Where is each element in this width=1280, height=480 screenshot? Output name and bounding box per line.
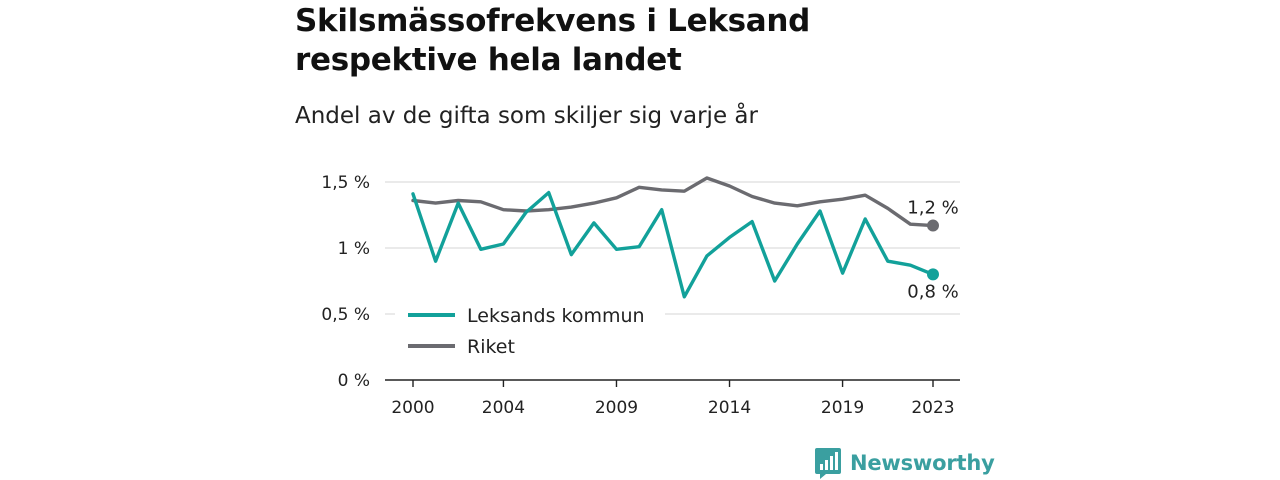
- x-tick-label: 2014: [708, 398, 751, 418]
- x-axis-ticks: 2000 2004 2009 2014 2019 2023: [391, 380, 955, 418]
- end-point-riket: [927, 219, 939, 232]
- legend: Leksands kommun Riket: [395, 305, 665, 360]
- chart-subtitle: Andel av de gifta som skiljer sig varje …: [295, 103, 758, 129]
- x-tick-label: 2009: [595, 398, 638, 418]
- y-tick-label: 0 %: [338, 371, 370, 391]
- brand-name: Newsworthy: [850, 451, 995, 475]
- end-label-leksand: 0,8 %: [907, 281, 958, 302]
- brand-logo: Newsworthy: [814, 446, 995, 480]
- series-line-leksand: [411, 190, 935, 299]
- y-axis-ticks: 0 % 0,5 % 1 % 1,5 %: [321, 173, 370, 391]
- end-label-riket: 1,2 %: [907, 198, 958, 219]
- x-tick-label: 2023: [911, 398, 954, 418]
- series-lines: [411, 176, 939, 299]
- legend-label-riket: Riket: [467, 336, 515, 358]
- x-tick-label: 2004: [482, 398, 525, 418]
- end-point-leksand: [927, 268, 939, 281]
- newsworthy-logo-icon: [815, 448, 841, 479]
- y-tick-label: 1 %: [338, 239, 370, 259]
- end-labels: 1,2 % 0,8 %: [907, 198, 958, 303]
- chart-title: Skilsmässofrekvens i Leksand respektive …: [295, 3, 811, 78]
- y-tick-label: 0,5 %: [321, 305, 370, 325]
- legend-label-leksand: Leksands kommun: [467, 305, 645, 327]
- x-tick-label: 2019: [821, 398, 864, 418]
- x-tick-label: 2000: [391, 398, 434, 418]
- y-tick-label: 1,5 %: [321, 173, 370, 193]
- series-line-riket: [411, 176, 935, 228]
